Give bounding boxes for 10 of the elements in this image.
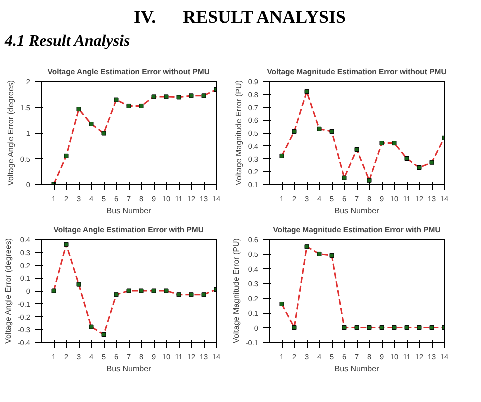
y-axis-title: Voltage Angle Error (degrees) [4,238,13,344]
x-axis-title: Bus Number [106,206,152,216]
text: 4.1 Result Analysis [5,32,132,52]
y-axis-title: Voltage Magnitude Error (PU) [234,80,244,186]
x-axis-title: Bus Number [334,364,380,374]
text: IV. RESULT ANALYSIS [132,6,348,29]
x-axis-title: Bus Number [334,206,380,216]
y-axis-title: Voltage Magnitude Error (PU) [232,238,241,344]
y-axis-title: Voltage Angle Error (degrees) [6,80,16,186]
x-axis-title: Bus Number [106,364,152,374]
